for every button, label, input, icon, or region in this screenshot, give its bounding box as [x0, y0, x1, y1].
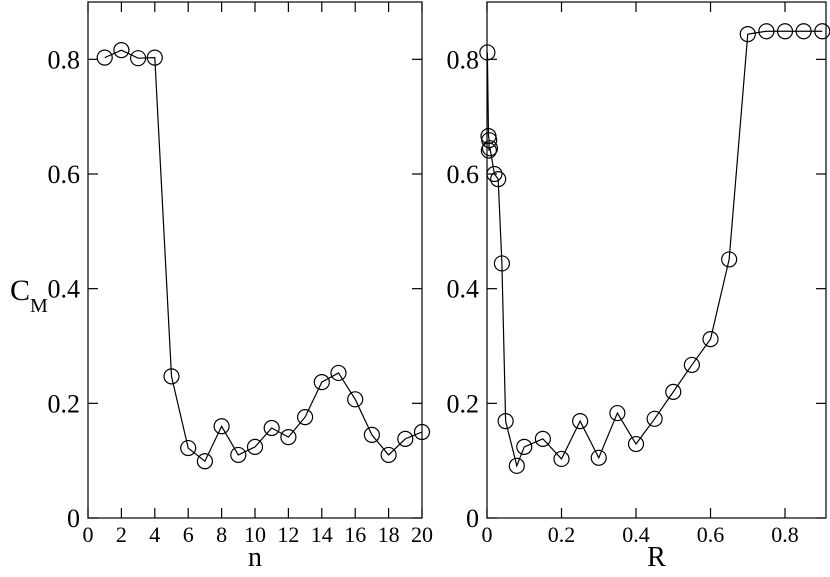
data-point [516, 438, 533, 456]
x-axis-label: R [647, 542, 666, 573]
x-tick-label: 0.4 [622, 522, 650, 547]
x-tick-label: 16 [344, 522, 366, 547]
data-point [758, 23, 775, 40]
y-tick-label: 0.6 [447, 160, 480, 189]
y-axis-label-subscript: M [30, 295, 48, 317]
data-point [493, 255, 511, 272]
x-tick-label: 0.8 [771, 522, 799, 547]
data-point [534, 430, 551, 447]
x-tick-label: 10 [244, 522, 266, 547]
plot-frame [87, 1, 423, 519]
data-point [297, 408, 314, 426]
data-point [263, 419, 280, 437]
data-line [486, 30, 823, 468]
x-tick-label: 12 [277, 522, 299, 547]
data-point [627, 435, 645, 453]
data-point [572, 413, 589, 430]
data-point [380, 446, 397, 464]
data-point [196, 453, 213, 470]
x-tick-label: 0 [482, 522, 493, 547]
data-point [553, 450, 570, 468]
data-point [313, 374, 330, 391]
data-point [739, 26, 756, 43]
x-tick-label: 4 [149, 522, 160, 547]
data-point [486, 165, 503, 183]
data-point [590, 449, 607, 466]
data-point [96, 49, 113, 66]
data-point [665, 383, 682, 400]
data-point [481, 132, 498, 149]
data-point [480, 142, 497, 159]
x-tick-label: 20 [411, 522, 433, 547]
y-tick-label: 0.8 [447, 45, 480, 74]
y-tick-label: 0.2 [48, 389, 81, 418]
data-point [702, 331, 719, 348]
x-axis-label: n [248, 542, 262, 573]
x-tick-label: 0.6 [697, 522, 725, 547]
data-point [230, 446, 247, 464]
x-tick-label: 14 [311, 522, 333, 547]
data-point [180, 439, 197, 457]
data-point [776, 23, 794, 40]
y-tick-label: 0.4 [48, 275, 81, 304]
data-point [397, 430, 414, 447]
data-point [721, 251, 738, 268]
data-point [130, 50, 147, 67]
y-tick-label: 0.8 [48, 45, 81, 74]
data-line [104, 49, 423, 463]
data-point [163, 368, 180, 385]
data-point [280, 429, 297, 446]
data-point [795, 23, 812, 40]
data-point [609, 404, 626, 422]
x-tick-label: 0.2 [548, 522, 576, 547]
data-point [497, 413, 514, 430]
x-tick-label: 2 [116, 522, 127, 547]
data-point [646, 410, 663, 427]
y-tick-label: 0.2 [447, 389, 480, 418]
data-point [413, 423, 431, 441]
data-point [683, 356, 700, 374]
y-tick-label: 0 [466, 504, 479, 533]
x-tick-label: 18 [378, 522, 400, 547]
data-point [347, 391, 364, 408]
data-point [213, 418, 230, 435]
x-tick-label: 8 [216, 522, 227, 547]
data-point [479, 44, 496, 61]
data-point [113, 42, 130, 59]
y-tick-label: 0 [67, 504, 80, 533]
y-tick-label: 0.4 [447, 275, 480, 304]
data-point [246, 438, 264, 456]
y-tick-label: 0.6 [48, 160, 81, 189]
data-point [146, 49, 163, 66]
plot-frame [486, 1, 827, 519]
data-point [330, 364, 347, 382]
data-point [363, 426, 380, 443]
y-axis-label: C [10, 274, 30, 307]
data-point [508, 457, 525, 474]
x-tick-label: 0 [83, 522, 94, 547]
data-point [481, 140, 499, 157]
x-tick-label: 6 [183, 522, 194, 547]
data-point [490, 171, 507, 188]
